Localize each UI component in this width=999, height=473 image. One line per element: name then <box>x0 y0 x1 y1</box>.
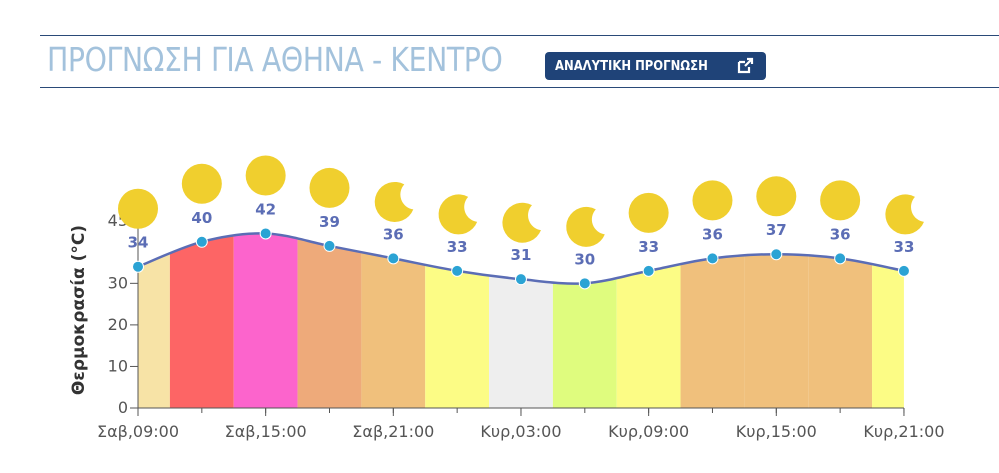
temperature-band <box>169 233 234 408</box>
sun-icon <box>181 163 222 204</box>
x-tick-label: Σαβ,09:00 <box>97 422 179 441</box>
header-rule-top <box>40 35 999 36</box>
temperature-band <box>808 233 873 408</box>
point-layer <box>132 227 910 290</box>
data-point <box>387 252 400 265</box>
moon-icon <box>502 202 541 243</box>
moon-icon <box>374 181 414 222</box>
x-tick-label: Κυρ,15:00 <box>736 422 817 441</box>
temperature-band <box>233 233 298 408</box>
y-tick-label: 20 <box>108 315 128 334</box>
data-point <box>642 264 655 277</box>
value-label-layer: 34 40 42 39 36 33 31 30 33 36 37 36 33 <box>128 200 915 268</box>
data-label: 36 <box>702 225 723 243</box>
data-label: 34 <box>128 234 149 252</box>
external-link-icon[interactable] <box>736 57 756 75</box>
data-point <box>897 264 910 277</box>
data-label: 36 <box>830 225 851 243</box>
data-label: 36 <box>383 225 404 243</box>
data-point <box>259 227 272 240</box>
x-tick-label: Κυρ,21:00 <box>863 422 944 441</box>
page-title: ΠΡΟΓΝΩΣΗ ΓΙΑ ΑΘΗΝΑ - ΚΕΝΤΡΟ <box>47 40 503 79</box>
y-tick-label: 0 <box>118 398 128 417</box>
data-point <box>834 252 847 265</box>
data-label: 33 <box>638 238 659 256</box>
y-axis-label: Θερμοκρασία (°C) <box>69 225 89 395</box>
sun-icon <box>309 167 350 208</box>
temperature-band <box>680 233 745 408</box>
sun-icon <box>820 180 861 221</box>
data-point <box>578 277 591 290</box>
data-point <box>770 248 783 261</box>
data-point <box>451 264 464 277</box>
sun-icon <box>756 176 797 217</box>
sun-icon <box>628 192 669 233</box>
detailed-forecast-button[interactable]: ΑΝΑΛΥΤΙΚΗ ΠΡΟΓΝΩΣΗ <box>545 52 766 80</box>
data-label: 31 <box>511 246 532 264</box>
header-rule-bottom <box>40 87 999 88</box>
data-label: 42 <box>255 200 276 218</box>
data-point <box>706 252 719 265</box>
data-label: 33 <box>894 238 915 256</box>
data-label: 33 <box>447 238 468 256</box>
x-tick-label: Κυρ,03:00 <box>480 422 561 441</box>
moon-icon <box>566 206 605 247</box>
y-tick-label: 30 <box>108 273 128 292</box>
detailed-forecast-button-label: ΑΝΑΛΥΤΙΚΗ ΠΡΟΓΝΩΣΗ <box>555 58 708 74</box>
x-tick-label: Σαβ,15:00 <box>225 422 307 441</box>
data-point <box>132 260 144 273</box>
y-tick-label: 10 <box>108 356 128 375</box>
sun-icon <box>118 188 158 229</box>
moon-icon <box>438 194 478 235</box>
data-label: 37 <box>766 221 787 239</box>
temperature-band <box>297 233 362 408</box>
data-point <box>514 273 527 286</box>
data-label: 39 <box>319 213 340 231</box>
moon-icon <box>885 194 924 235</box>
x-tick-label: Σαβ,21:00 <box>352 422 434 441</box>
data-label: 40 <box>191 209 212 227</box>
temperature-band <box>744 233 809 408</box>
data-point <box>195 235 208 248</box>
sun-icon <box>692 180 733 221</box>
temperature-band <box>361 233 426 408</box>
sun-icon <box>245 155 286 196</box>
data-point <box>323 239 336 252</box>
data-label: 30 <box>574 250 595 268</box>
weather-icon-layer <box>118 155 924 247</box>
x-tick-label: Κυρ,09:00 <box>608 422 689 441</box>
